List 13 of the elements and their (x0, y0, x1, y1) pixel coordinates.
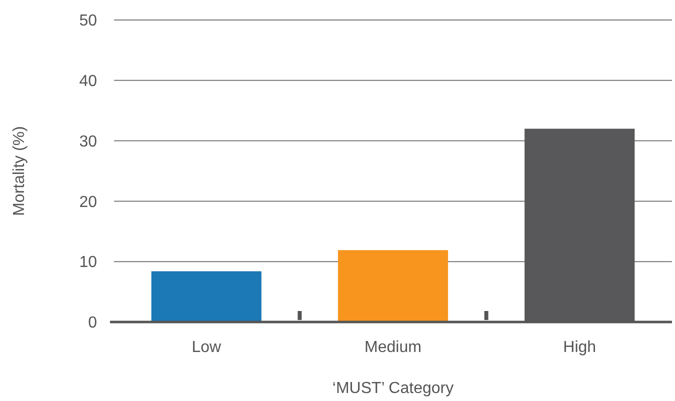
y-tick-label: 40 (79, 73, 98, 90)
y-tick-label: 10 (79, 254, 98, 272)
y-tick-label: 0 (88, 314, 98, 332)
x-tick-label: Medium (364, 339, 422, 356)
y-tick-label: 30 (79, 133, 98, 150)
x-tick-label: High (563, 339, 596, 356)
bar (338, 250, 448, 322)
x-tick-label: Low (192, 339, 222, 356)
y-tick-label: 50 (79, 12, 98, 30)
y-tick-label: 20 (79, 194, 98, 211)
y-axis-title: Mortality (%) (11, 126, 28, 216)
bar (151, 271, 262, 322)
x-axis-title: ‘MUST’ Category (332, 380, 454, 397)
